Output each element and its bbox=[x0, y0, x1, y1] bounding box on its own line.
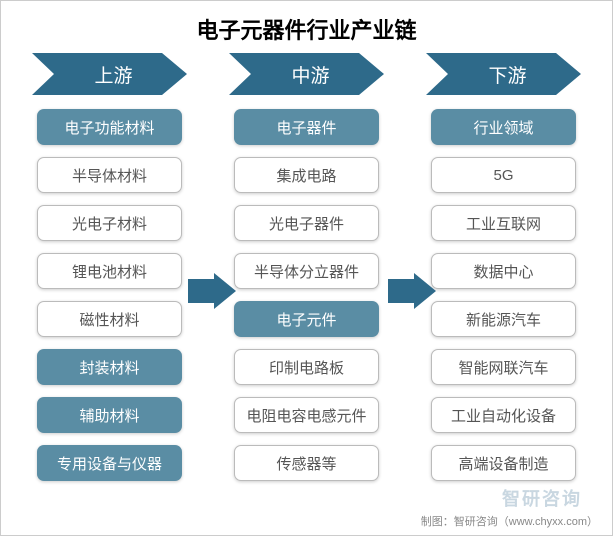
arrow-icon bbox=[188, 273, 236, 309]
list-item: 电阻电容电感元件 bbox=[234, 397, 379, 433]
list-item: 半导体分立器件 bbox=[234, 253, 379, 289]
column-header-label: 上游 bbox=[32, 53, 187, 95]
list-item: 传感器等 bbox=[234, 445, 379, 481]
footer-attribution: 制图：智研咨询（www.chyxx.com） bbox=[421, 513, 598, 529]
column-downstream: 下游 行业领域 5G 工业互联网数据中心新能源汽车智能网联汽车工业自动化设备高端设备… bbox=[426, 53, 581, 493]
list-item: 数据中心 bbox=[431, 253, 576, 289]
list-item: 电子器件 bbox=[234, 109, 379, 145]
list-item: 半导体材料 bbox=[37, 157, 182, 193]
column-midstream: 中游 电子器件集成电路光电子器件半导体分立器件电子元件印制电路板电阻电容电感元件… bbox=[229, 53, 384, 493]
diagram-container: 上游 电子功能材料半导体材料光电子材料锂电池材料磁性材料封装材料辅助材料专用设备… bbox=[1, 53, 612, 493]
list-item: 磁性材料 bbox=[37, 301, 182, 337]
items-upstream: 电子功能材料半导体材料光电子材料锂电池材料磁性材料封装材料辅助材料专用设备与仪器 bbox=[37, 109, 182, 493]
list-item: 印制电路板 bbox=[234, 349, 379, 385]
list-item: 锂电池材料 bbox=[37, 253, 182, 289]
column-upstream: 上游 电子功能材料半导体材料光电子材料锂电池材料磁性材料封装材料辅助材料专用设备… bbox=[32, 53, 187, 493]
column-header-upstream: 上游 bbox=[32, 53, 187, 95]
list-item: 封装材料 bbox=[37, 349, 182, 385]
arrow-icon bbox=[388, 273, 436, 309]
list-item: 5G bbox=[431, 157, 576, 193]
list-item: 光电子材料 bbox=[37, 205, 182, 241]
list-item: 智能网联汽车 bbox=[431, 349, 576, 385]
column-header-label: 中游 bbox=[229, 53, 384, 95]
column-header-label: 下游 bbox=[426, 53, 581, 95]
list-item: 行业领域 bbox=[431, 109, 576, 145]
watermark-text: 智研咨询 bbox=[502, 485, 582, 511]
items-downstream: 行业领域 5G 工业互联网数据中心新能源汽车智能网联汽车工业自动化设备高端设备制造 bbox=[431, 109, 576, 493]
column-header-downstream: 下游 bbox=[426, 53, 581, 95]
list-item: 新能源汽车 bbox=[431, 301, 576, 337]
list-item: 辅助材料 bbox=[37, 397, 182, 433]
column-header-midstream: 中游 bbox=[229, 53, 384, 95]
list-item: 工业自动化设备 bbox=[431, 397, 576, 433]
items-midstream: 电子器件集成电路光电子器件半导体分立器件电子元件印制电路板电阻电容电感元件传感器… bbox=[234, 109, 379, 493]
list-item: 专用设备与仪器 bbox=[37, 445, 182, 481]
page-title: 电子元器件行业产业链 bbox=[1, 1, 612, 53]
list-item: 电子元件 bbox=[234, 301, 379, 337]
list-item: 工业互联网 bbox=[431, 205, 576, 241]
list-item: 电子功能材料 bbox=[37, 109, 182, 145]
list-item: 光电子器件 bbox=[234, 205, 379, 241]
list-item: 集成电路 bbox=[234, 157, 379, 193]
list-item: 高端设备制造 bbox=[431, 445, 576, 481]
